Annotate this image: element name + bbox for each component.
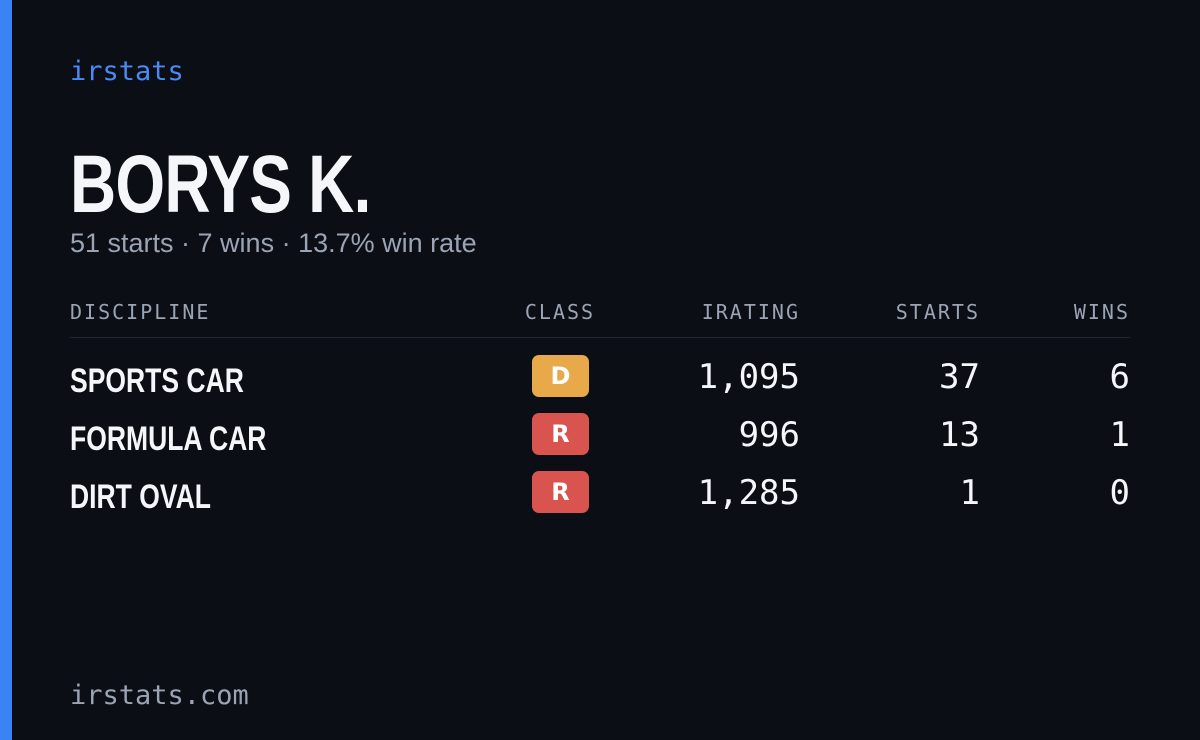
driver-name: BORYS K.: [70, 139, 371, 230]
discipline: FORMULA CAR: [70, 420, 267, 458]
summary: 51 starts · 7 wins · 13.7% win rate: [70, 228, 477, 258]
column-header: STARTS: [895, 300, 980, 324]
discipline: DIRT OVAL: [70, 478, 211, 516]
brand: irstats: [70, 56, 184, 87]
irating: 996: [738, 415, 800, 455]
column-header: CLASS: [524, 300, 596, 324]
header-rule: [70, 337, 1130, 338]
wins: 0: [1109, 473, 1130, 513]
column-header: WINS: [1073, 300, 1130, 324]
column-header: IRATING: [701, 300, 800, 324]
accent-bar: [0, 0, 12, 740]
class-badge: R: [532, 413, 589, 455]
footer-site: irstats.com: [70, 680, 249, 711]
wins: 1: [1109, 415, 1130, 455]
irating: 1,095: [697, 357, 800, 397]
column-header: DISCIPLINE: [70, 300, 211, 324]
irating: 1,285: [697, 473, 800, 513]
starts: 13: [939, 415, 980, 455]
wins: 6: [1109, 357, 1130, 397]
class-badge: R: [532, 471, 589, 513]
starts: 37: [939, 357, 980, 397]
discipline: SPORTS CAR: [70, 362, 244, 400]
class-badge: D: [532, 355, 589, 397]
starts: 1: [959, 473, 980, 513]
